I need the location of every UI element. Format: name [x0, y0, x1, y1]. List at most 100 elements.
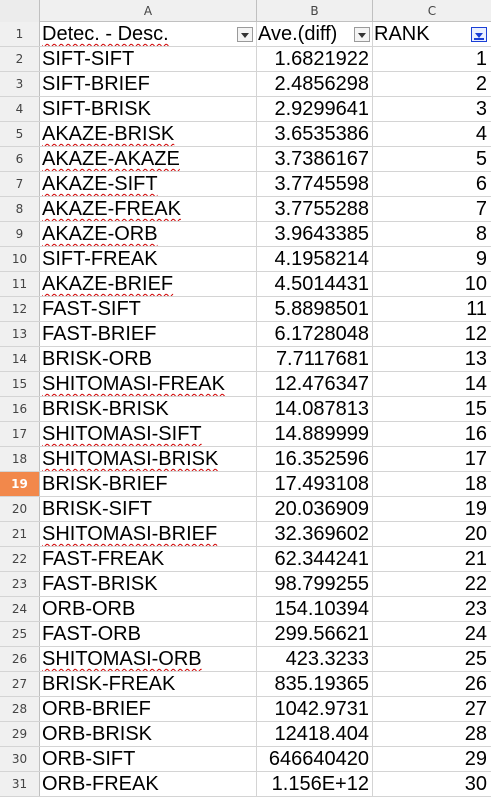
row-header[interactable]: 3 [0, 72, 40, 96]
cell-detector-descriptor[interactable]: AKAZE-BRISK [40, 122, 257, 146]
cell-detector-descriptor[interactable]: AKAZE-BRIEF [40, 272, 257, 296]
row-header[interactable]: 25 [0, 622, 40, 646]
cell-average-diff[interactable]: 6.1728048 [257, 322, 373, 346]
cell-average-diff[interactable]: 16.352596 [257, 447, 373, 471]
cell-detector-descriptor[interactable]: ORB-ORB [40, 597, 257, 621]
row-header[interactable]: 12 [0, 297, 40, 321]
cell-average-diff[interactable]: 3.6535386 [257, 122, 373, 146]
cell-rank[interactable]: 18 [464, 473, 487, 495]
filter-dropdown-icon[interactable] [237, 27, 253, 42]
cell-detector-descriptor[interactable]: FAST-BRISK [40, 572, 257, 596]
cell-detector-descriptor[interactable]: ORB-BRISK [40, 722, 257, 746]
cell-rank[interactable]: 23 [464, 598, 487, 620]
cell-rank[interactable]: 13 [464, 348, 487, 370]
cell-rank[interactable]: 9 [475, 248, 487, 270]
cell-rank[interactable]: 14 [464, 373, 487, 395]
cell-detector-descriptor[interactable]: SHITOMASI-BRISK [40, 447, 257, 471]
cell-average-diff[interactable]: 1.6821922 [257, 47, 373, 71]
cell-detector-descriptor[interactable]: SHITOMASI-FREAK [40, 372, 257, 396]
column-header-c[interactable]: C [427, 4, 437, 18]
cell-rank[interactable]: 27 [464, 698, 487, 720]
cell-detector-descriptor[interactable]: FAST-FREAK [40, 547, 257, 571]
cell-detector-descriptor[interactable]: AKAZE-SIFT [40, 172, 257, 196]
cell-rank[interactable]: 16 [464, 423, 487, 445]
row-header[interactable]: 13 [0, 322, 40, 346]
cell-average-diff[interactable]: 299.56621 [257, 622, 373, 646]
cell-detector-descriptor[interactable]: ORB-BRIEF [40, 697, 257, 721]
cell-rank[interactable]: 5 [475, 148, 487, 170]
cell-detector-descriptor[interactable]: SIFT-BRIEF [40, 72, 257, 96]
cell-average-diff[interactable]: 4.1958214 [257, 247, 373, 271]
header-cell-b[interactable]: Ave.(diff) [257, 22, 373, 46]
cell-detector-descriptor[interactable]: FAST-ORB [40, 622, 257, 646]
cell-average-diff[interactable]: 2.9299641 [257, 97, 373, 121]
cell-rank[interactable]: 3 [475, 98, 487, 120]
row-header[interactable]: 19 [0, 472, 40, 496]
row-header[interactable]: 14 [0, 347, 40, 371]
row-header[interactable]: 4 [0, 97, 40, 121]
cell-average-diff[interactable]: 3.7386167 [257, 147, 373, 171]
cell-average-diff[interactable]: 423.3233 [257, 647, 373, 671]
cell-average-diff[interactable]: 2.4856298 [257, 72, 373, 96]
row-header[interactable]: 21 [0, 522, 40, 546]
cell-rank[interactable]: 8 [475, 223, 487, 245]
cell-rank[interactable]: 24 [464, 623, 487, 645]
cell-average-diff[interactable]: 4.5014431 [257, 272, 373, 296]
row-header[interactable]: 5 [0, 122, 40, 146]
cell-rank[interactable]: 20 [464, 523, 487, 545]
cell-detector-descriptor[interactable]: AKAZE-AKAZE [40, 147, 257, 171]
cell-detector-descriptor[interactable]: BRISK-BRISK [40, 397, 257, 421]
row-header[interactable]: 31 [0, 772, 40, 796]
cell-average-diff[interactable]: 835.19365 [257, 672, 373, 696]
cell-average-diff[interactable]: 12418.404 [257, 722, 373, 746]
column-header-a[interactable]: A [40, 0, 257, 22]
cell-rank[interactable]: 4 [475, 123, 487, 145]
cell-average-diff[interactable]: 3.7745598 [257, 172, 373, 196]
cell-average-diff[interactable]: 1042.9731 [257, 697, 373, 721]
cell-average-diff[interactable]: 17.493108 [257, 472, 373, 496]
row-header[interactable]: 8 [0, 197, 40, 221]
cell-rank[interactable]: 28 [464, 723, 487, 745]
row-header[interactable]: 11 [0, 272, 40, 296]
cell-rank[interactable]: 17 [464, 448, 487, 470]
header-cell-a[interactable]: Detec. - Desc. [40, 22, 257, 46]
header-cell-c[interactable]: RANK [373, 22, 491, 46]
cell-detector-descriptor[interactable]: SIFT-BRISK [40, 97, 257, 121]
row-header[interactable]: 27 [0, 672, 40, 696]
cell-rank[interactable]: 25 [464, 648, 487, 670]
cell-detector-descriptor[interactable]: FAST-SIFT [40, 297, 257, 321]
cell-average-diff[interactable]: 3.9643385 [257, 222, 373, 246]
row-header[interactable]: 20 [0, 497, 40, 521]
row-header[interactable]: 29 [0, 722, 40, 746]
row-header[interactable]: 2 [0, 47, 40, 71]
sort-filter-active-icon[interactable] [471, 27, 487, 42]
cell-rank[interactable]: 21 [464, 548, 487, 570]
cell-detector-descriptor[interactable]: ORB-FREAK [40, 772, 257, 796]
cell-rank[interactable]: 19 [464, 498, 487, 520]
cell-average-diff[interactable]: 3.7755288 [257, 197, 373, 221]
cell-detector-descriptor[interactable]: SHITOMASI-SIFT [40, 422, 257, 446]
cell-detector-descriptor[interactable]: AKAZE-ORB [40, 222, 257, 246]
cell-rank[interactable]: 15 [464, 398, 487, 420]
cell-rank[interactable]: 11 [466, 298, 487, 320]
cell-detector-descriptor[interactable]: SHITOMASI-ORB [40, 647, 257, 671]
cell-average-diff[interactable]: 98.799255 [257, 572, 373, 596]
cell-average-diff[interactable]: 62.344241 [257, 547, 373, 571]
row-header[interactable]: 16 [0, 397, 40, 421]
cell-detector-descriptor[interactable]: SIFT-SIFT [40, 47, 257, 71]
cell-average-diff[interactable]: 5.8898501 [257, 297, 373, 321]
row-header[interactable]: 9 [0, 222, 40, 246]
cell-rank[interactable]: 10 [464, 273, 487, 295]
filter-dropdown-icon[interactable] [354, 27, 370, 42]
cell-rank[interactable]: 29 [464, 748, 487, 770]
cell-detector-descriptor[interactable]: AKAZE-FREAK [40, 197, 257, 221]
cell-rank[interactable]: 26 [464, 673, 487, 695]
row-header[interactable]: 22 [0, 547, 40, 571]
row-header[interactable]: 1 [0, 22, 40, 46]
row-header[interactable]: 24 [0, 597, 40, 621]
cell-rank[interactable]: 12 [464, 323, 487, 345]
select-all-corner[interactable] [0, 0, 40, 22]
cell-rank[interactable]: 7 [475, 198, 487, 220]
cell-detector-descriptor[interactable]: BRISK-BRIEF [40, 472, 257, 496]
cell-average-diff[interactable]: 1.156E+12 [257, 772, 373, 796]
